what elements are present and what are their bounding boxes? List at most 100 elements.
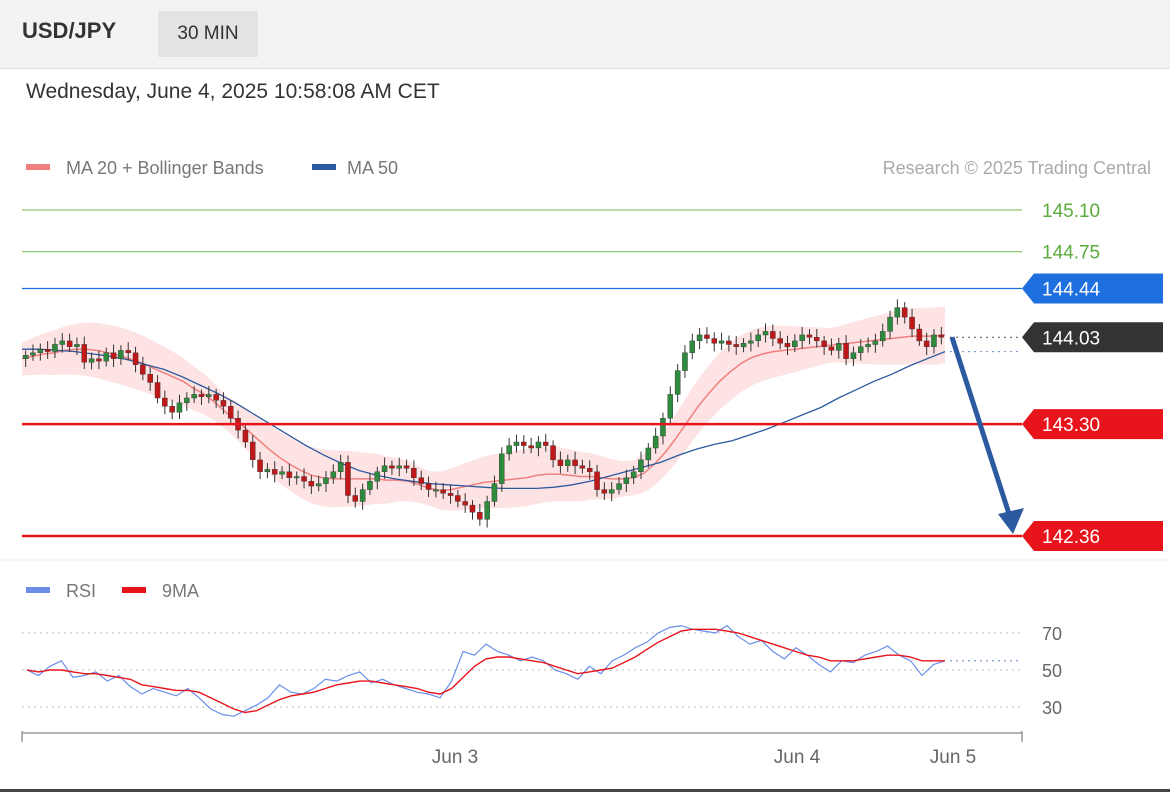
support-label: 142.36 [1042, 527, 1100, 548]
candle-body [792, 340, 798, 347]
candle-body [572, 459, 578, 466]
candle-body [381, 465, 388, 472]
candle-body [843, 343, 849, 359]
candle-body [169, 406, 175, 413]
resistance-label: 145.10 [1042, 201, 1100, 222]
candle-body [828, 346, 835, 351]
candle-body [81, 344, 87, 363]
candle-body [660, 418, 666, 437]
legend-swatch-rsi [26, 587, 50, 593]
candle-body [198, 394, 205, 397]
candle-body [535, 441, 542, 449]
candle-body [528, 445, 534, 449]
pivot-tag [1022, 273, 1163, 304]
candle-body [601, 489, 608, 494]
candle-body [630, 471, 637, 478]
candle-body [887, 316, 893, 332]
candle-body [865, 344, 871, 347]
date-label: Wednesday, June 4, 2025 10:58:08 AM CET [26, 80, 440, 103]
support-tag [1022, 409, 1163, 440]
candle-body [506, 445, 512, 455]
candle-body [770, 331, 776, 339]
candle-body [484, 501, 490, 520]
candle-body [704, 334, 710, 339]
candle-body [154, 382, 161, 399]
candle-body [242, 429, 249, 443]
chart-header: USD/JPY 30 MIN [0, 0, 1170, 69]
candle-body [323, 477, 329, 484]
candle-body [279, 471, 285, 475]
candle-body [74, 344, 80, 347]
candle-body [608, 489, 615, 494]
symbol-label: USD/JPY [22, 18, 117, 43]
forecast-arrow-shaft [949, 336, 1014, 521]
candle-body [352, 495, 359, 502]
candle-body [894, 307, 901, 318]
candle-body [140, 364, 146, 375]
candle-body [462, 501, 468, 506]
candle-body [184, 397, 190, 404]
candle-body [755, 334, 761, 341]
candle-body [799, 334, 805, 341]
candle-body [418, 477, 425, 484]
candle-body [880, 331, 886, 342]
candle-body [587, 468, 593, 473]
candle-body [118, 350, 124, 359]
timeframe-badge[interactable]: 30 MIN [158, 11, 258, 57]
candle-body [433, 489, 439, 492]
candle-body [689, 340, 696, 353]
candle-body [374, 471, 381, 482]
candle-body [594, 471, 600, 490]
candle-body [88, 358, 95, 363]
candle-body [52, 344, 58, 352]
candle-body [521, 441, 527, 446]
candle-body [162, 397, 168, 407]
candle-body [37, 349, 44, 354]
candle-body [315, 483, 322, 487]
candle-body [806, 334, 813, 338]
candle-body [345, 462, 351, 496]
bottom-border [0, 789, 1170, 792]
candle-body [821, 340, 827, 347]
candle-body [550, 445, 556, 461]
candle-body [733, 344, 740, 347]
rsi-line [26, 624, 946, 717]
candle-body [858, 346, 864, 353]
candle-body [616, 483, 622, 490]
candle-body [30, 352, 36, 356]
ma20-line [21, 334, 946, 492]
candle-body [389, 465, 395, 469]
candle-body [359, 489, 366, 502]
candle-body [147, 374, 153, 383]
candle-body [711, 338, 718, 344]
candle-body [330, 471, 337, 478]
candle-body [543, 441, 549, 446]
candle-body [557, 459, 564, 466]
x-tick-label: Jun 3 [432, 747, 478, 768]
candle-body [286, 471, 293, 478]
legend-label-ma50: MA 50 [347, 158, 398, 178]
candle-body [674, 370, 681, 395]
pivot-label: 144.44 [1042, 280, 1101, 301]
candle-body [455, 495, 461, 502]
candle-body [403, 465, 410, 469]
candle-body [272, 469, 278, 475]
candle-body [396, 465, 403, 469]
candle-body [667, 394, 674, 419]
candle-body [901, 307, 908, 318]
candle-body [909, 316, 915, 330]
legend-swatch-bollinger [26, 164, 50, 170]
candle-body [850, 352, 857, 359]
candle-body [726, 340, 732, 345]
candle-body [784, 343, 791, 348]
candle-body [872, 340, 879, 345]
candle-body [176, 402, 183, 413]
candle-body [96, 358, 102, 362]
candle-body [125, 350, 131, 353]
candle-body [132, 352, 139, 365]
candle-body [220, 400, 227, 407]
candle-body [447, 493, 454, 496]
candle-body [938, 334, 945, 338]
resistance-label: 144.75 [1042, 243, 1100, 264]
candle-body [22, 355, 29, 360]
